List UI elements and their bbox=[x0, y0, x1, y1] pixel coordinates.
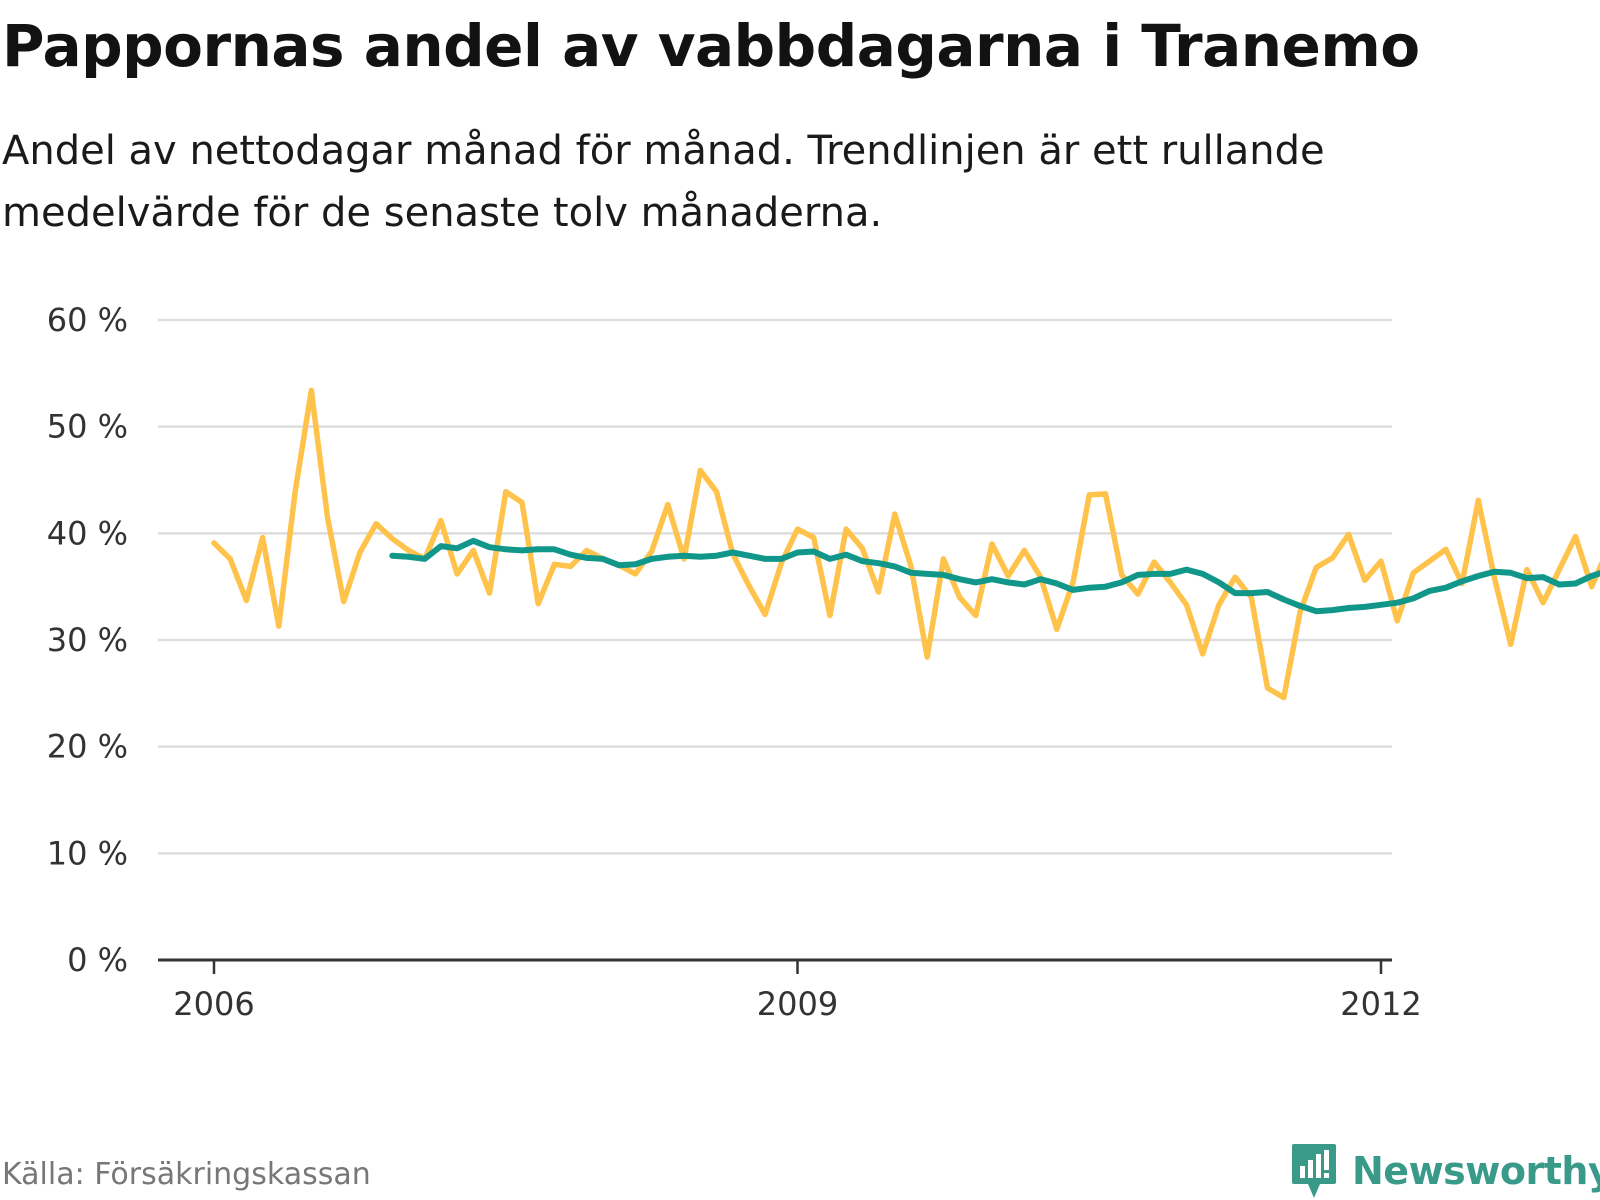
y-tick-label: 10 % bbox=[47, 834, 128, 872]
brand-name: Newsworthy bbox=[1352, 1149, 1600, 1193]
series-line-per-manad bbox=[211, 387, 1600, 701]
y-tick-label: 20 % bbox=[47, 728, 128, 766]
chart-title: Pappornas andel av vabbdagarna i Tranemo bbox=[2, 12, 1420, 80]
y-tick-label: 30 % bbox=[47, 621, 128, 659]
y-tick-label: 0 % bbox=[67, 941, 128, 979]
y-tick-label: 40 % bbox=[47, 514, 128, 552]
chart-subtitle: Andel av nettodagar månad för månad. Tre… bbox=[2, 128, 1325, 236]
bar-chart-logo-icon bbox=[1292, 1144, 1336, 1198]
series-line-trend bbox=[389, 537, 1600, 615]
source-note: Källa: Försäkringskassan bbox=[2, 1157, 371, 1192]
y-axis-ticks: 0 % 10 % 20 % 30 % 40 % 50 % 60 % bbox=[47, 301, 128, 979]
line-chart: 0 % 10 % 20 % 30 % 40 % 50 % 60 % 2006 2009 2012… bbox=[47, 301, 1600, 1023]
x-tick-label: 2012 bbox=[1340, 985, 1421, 1023]
y-tick-label: 60 % bbox=[47, 301, 128, 339]
x-tick-label: 2006 bbox=[173, 985, 254, 1023]
newsworthy-logo: Newsworthy bbox=[1290, 1142, 1600, 1200]
grid-lines bbox=[158, 318, 1392, 855]
y-tick-label: 50 % bbox=[47, 408, 128, 446]
x-tick-label: 2009 bbox=[757, 985, 838, 1023]
series-lines bbox=[211, 387, 1600, 701]
x-axis: 2006200920122015201820212023 bbox=[158, 958, 1422, 1023]
